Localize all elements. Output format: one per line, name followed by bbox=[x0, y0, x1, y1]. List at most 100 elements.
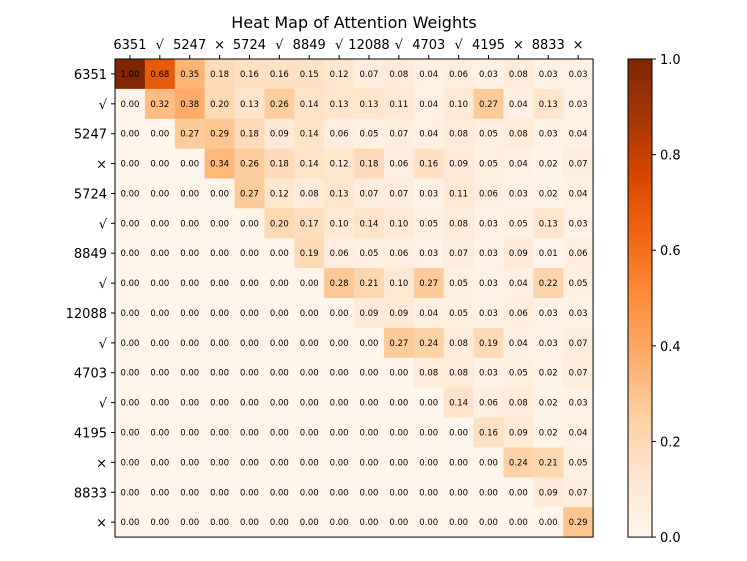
cell-value-label: 0.00 bbox=[300, 429, 319, 439]
x-tick-label: × bbox=[573, 38, 584, 53]
cell-value-label: 0.00 bbox=[180, 369, 199, 379]
cell-value-label: 0.12 bbox=[270, 189, 289, 199]
heatmap-cell bbox=[533, 327, 564, 359]
cell-value-label: 0.06 bbox=[479, 399, 498, 409]
heatmap-cell bbox=[413, 477, 445, 508]
heatmap-cell bbox=[533, 387, 564, 419]
heatmap-cell bbox=[294, 327, 325, 359]
cell-value-label: 0.00 bbox=[419, 399, 438, 409]
cell-value-label: 0.04 bbox=[569, 189, 588, 199]
cell-value-label: 0.00 bbox=[210, 309, 229, 319]
heatmap-cell bbox=[264, 447, 295, 478]
y-tick-label: √ bbox=[99, 397, 108, 412]
cell-value-label: 0.02 bbox=[539, 429, 558, 439]
heatmap-cell bbox=[144, 387, 176, 419]
heatmap-cell bbox=[174, 387, 206, 419]
cell-value-label: 0.07 bbox=[569, 160, 588, 170]
colorbar-tick-label: 0.0 bbox=[660, 531, 681, 546]
cell-value-label: 0.00 bbox=[150, 518, 169, 528]
heatmap-cell bbox=[563, 447, 594, 478]
cell-value-label: 0.04 bbox=[509, 100, 528, 110]
cell-value-label: 0.00 bbox=[120, 458, 139, 468]
cell-value-label: 0.08 bbox=[389, 70, 408, 80]
heatmap-cell bbox=[324, 507, 355, 538]
cell-value-label: 0.03 bbox=[569, 309, 588, 319]
cell-value-label: 0.00 bbox=[180, 339, 199, 349]
heatmap-cell bbox=[443, 507, 475, 538]
cell-value-label: 0.00 bbox=[210, 189, 229, 199]
heatmap-cell bbox=[443, 387, 475, 419]
cell-value-label: 0.08 bbox=[449, 369, 468, 379]
heatmap-cell bbox=[354, 357, 385, 389]
heatmap-cell bbox=[264, 387, 295, 419]
cell-value-label: 0.05 bbox=[419, 219, 438, 229]
heatmap-cell bbox=[294, 88, 325, 120]
cell-value-label: 0.27 bbox=[180, 130, 199, 140]
heatmap-cell bbox=[294, 118, 325, 150]
heatmap-cell bbox=[204, 208, 236, 239]
cell-value-label: 0.00 bbox=[330, 309, 349, 319]
cell-value-label: 0.00 bbox=[240, 429, 259, 439]
x-axis-ticks: 6351 √ 5247 × 5724 √ 8849 √ 12088 √ 4703 √ 4195 × 8833… bbox=[113, 38, 584, 59]
heatmap-cell bbox=[115, 357, 146, 389]
cell-value-label: 0.00 bbox=[240, 458, 259, 468]
heatmap-cell bbox=[234, 417, 265, 449]
x-tick-label: 8833 bbox=[532, 38, 565, 53]
heatmap-cell bbox=[413, 507, 445, 538]
cell-value-label: 0.07 bbox=[389, 189, 408, 199]
cell-value-label: 0.00 bbox=[360, 369, 379, 379]
cell-value-label: 0.10 bbox=[330, 219, 349, 229]
heatmap-cell bbox=[354, 327, 385, 359]
heatmap-cell bbox=[144, 327, 176, 359]
heatmap-cell bbox=[503, 88, 534, 120]
cell-value-label: 0.00 bbox=[330, 488, 349, 498]
cell-value-label: 0.08 bbox=[509, 130, 528, 140]
cell-value-label: 0.06 bbox=[509, 309, 528, 319]
heatmap-cell bbox=[563, 238, 594, 269]
heatmap-cell bbox=[144, 507, 176, 538]
cell-value-label: 0.00 bbox=[419, 488, 438, 498]
heatmap-cell bbox=[234, 268, 265, 299]
heatmap-cell bbox=[563, 148, 594, 180]
heatmap-cell bbox=[354, 118, 385, 150]
heatmap-cell bbox=[234, 118, 265, 150]
heatmap-cell bbox=[204, 298, 236, 329]
heatmap-cell bbox=[443, 148, 475, 180]
cell-value-label: 0.00 bbox=[270, 518, 289, 528]
cell-value-label: 0.00 bbox=[270, 369, 289, 379]
heatmap-cell bbox=[204, 118, 236, 150]
heatmap-cell bbox=[264, 148, 295, 180]
heatmap-cell bbox=[383, 507, 415, 538]
colorbar-ticks: 0.0 0.2 0.4 0.6 0.8 1.0 bbox=[652, 53, 681, 546]
heatmap-cell bbox=[354, 238, 385, 269]
cell-value-label: 0.00 bbox=[449, 429, 468, 439]
heatmap-cell bbox=[533, 208, 564, 239]
cell-value-label: 0.03 bbox=[569, 399, 588, 409]
heatmap-cell bbox=[503, 327, 534, 359]
cell-value-label: 0.00 bbox=[270, 279, 289, 289]
heatmap-cell-labels: 1.00 0.68 0.35 0.18 0.16 0.16 0.15 0.12 0.07 0.08… bbox=[120, 70, 587, 528]
y-tick-label: 8849 bbox=[74, 247, 107, 262]
cell-value-label: 0.00 bbox=[180, 518, 199, 528]
heatmap-cell bbox=[354, 178, 385, 209]
heatmap-cell bbox=[115, 387, 146, 419]
heatmap-cell bbox=[204, 477, 236, 508]
cell-value-label: 0.10 bbox=[389, 279, 408, 289]
cell-value-label: 0.12 bbox=[330, 160, 349, 170]
cell-value-label: 0.07 bbox=[360, 70, 379, 80]
heatmap-cell bbox=[473, 327, 505, 359]
cell-value-label: 0.07 bbox=[569, 488, 588, 498]
cell-value-label: 0.05 bbox=[360, 249, 379, 259]
cell-value-label: 0.11 bbox=[389, 100, 408, 110]
heatmap-cell bbox=[294, 477, 325, 508]
heatmap-cell bbox=[473, 477, 505, 508]
heatmap-cell bbox=[115, 417, 146, 449]
cell-value-label: 0.00 bbox=[389, 369, 408, 379]
cell-value-label: 0.18 bbox=[360, 160, 379, 170]
cell-value-label: 0.00 bbox=[150, 399, 169, 409]
heatmap-cell bbox=[413, 417, 445, 449]
cell-value-label: 0.08 bbox=[509, 399, 528, 409]
cell-value-label: 0.00 bbox=[270, 249, 289, 259]
heatmap-cell bbox=[383, 357, 415, 389]
x-tick-label: 5247 bbox=[173, 38, 206, 53]
